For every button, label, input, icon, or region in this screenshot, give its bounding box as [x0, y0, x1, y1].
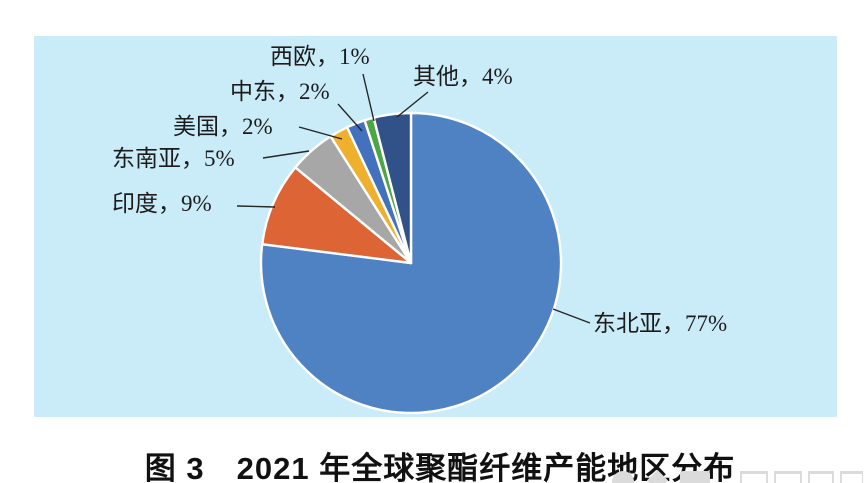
watermark-circle-fragment	[612, 471, 634, 483]
leader-line-3	[298, 126, 343, 140]
leader-line-0	[552, 308, 591, 324]
watermark-diamond-fragment	[646, 469, 669, 483]
slice-label-6: 其他，4%	[413, 64, 513, 89]
watermark	[598, 469, 863, 483]
slice-label-4: 中东，2%	[230, 79, 330, 104]
slice-label-5: 西欧，1%	[270, 44, 370, 69]
leader-line-1	[236, 205, 276, 208]
slice-label-1: 印度，9%	[112, 191, 212, 216]
slice-label-0: 东北亚，77%	[593, 311, 728, 336]
pie-slice-1	[261, 166, 413, 265]
leader-line-6	[396, 91, 429, 118]
leader-line-2	[262, 150, 310, 159]
slice-label-3: 美国，2%	[173, 114, 273, 139]
watermark-glyph-fragment	[808, 471, 834, 483]
figure-caption: 图 3 2021 年全球聚酯纤维产能地区分布	[144, 451, 736, 483]
slice-label-2: 东南亚，5%	[112, 146, 235, 171]
pie-slice-0	[259, 111, 563, 415]
watermark-glyph-fragment	[740, 471, 768, 483]
watermark-glyph-fragment	[774, 471, 802, 483]
leader-line-5	[362, 73, 375, 122]
leader-line-4	[337, 103, 363, 132]
watermark-glyph-fragment	[840, 471, 863, 483]
watermark-block-fragment	[680, 471, 710, 483]
